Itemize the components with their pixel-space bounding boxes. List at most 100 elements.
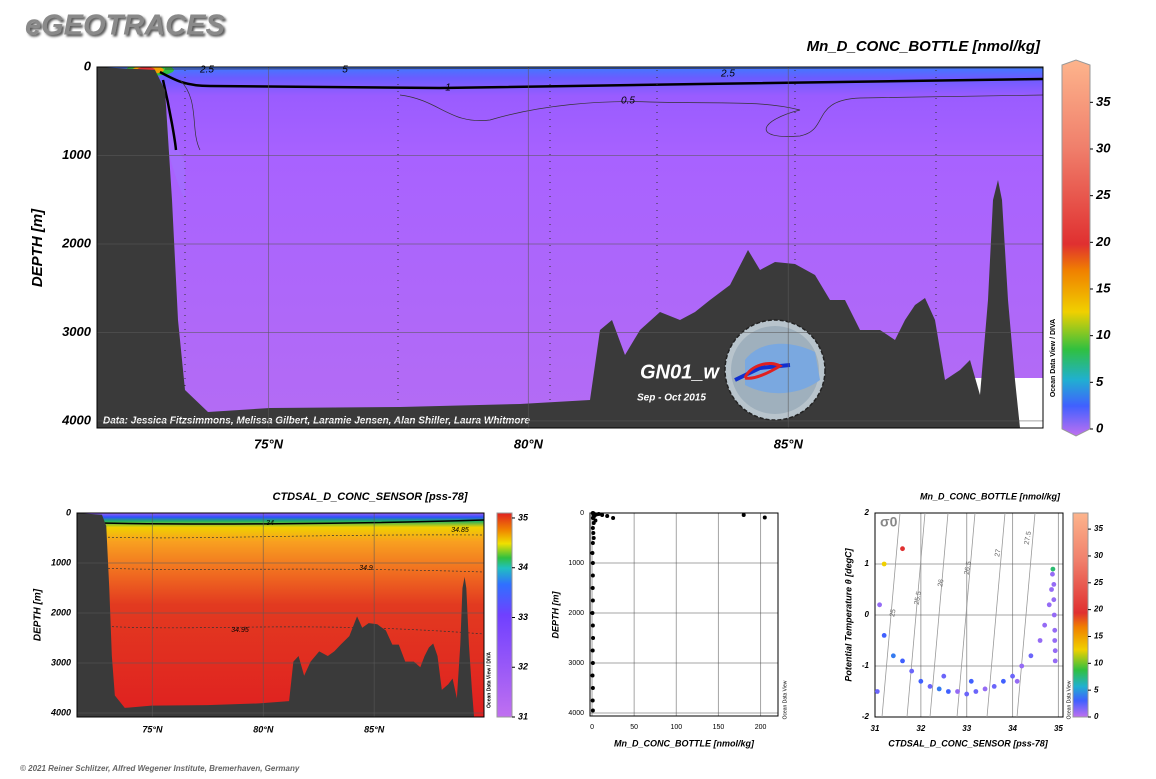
contour-label: 34.85 — [451, 527, 469, 534]
x-tick-label: 50 — [630, 724, 638, 731]
colorbar-tick-label: 15 — [1096, 280, 1111, 295]
side-note: Ocean Data View — [1066, 680, 1072, 719]
colorbar-tick-label: 35 — [1094, 524, 1103, 533]
colorbar-tick-label: 31 — [518, 711, 528, 721]
data-point — [590, 573, 595, 578]
plot-frame — [76, 512, 485, 718]
data-point — [941, 673, 947, 679]
data-point — [741, 513, 746, 517]
contour-line — [164, 67, 1043, 70]
contour-label: 34.9 — [359, 565, 373, 572]
data-point — [1050, 571, 1055, 577]
data-point — [900, 658, 905, 664]
data-point — [590, 623, 595, 628]
y-tick-label: 2000 — [61, 235, 92, 250]
isopycnal-line — [906, 512, 926, 718]
cruise-dates: Sep - Oct 2015 — [637, 393, 706, 404]
contour-label: 34 — [266, 520, 274, 527]
y-tick-label: 0 — [66, 507, 71, 517]
data-point — [590, 661, 595, 665]
isopycnal-label: 27 — [994, 549, 1002, 558]
data-point — [881, 633, 887, 638]
data-point — [955, 689, 960, 694]
isopycnal-label: 26 — [937, 579, 945, 588]
data-point — [1042, 622, 1048, 628]
data-point — [590, 698, 595, 703]
plot-frame — [589, 512, 779, 717]
isopycnal-label: 27.5 — [1024, 531, 1033, 546]
data-point — [1019, 663, 1025, 669]
isopycnal-symbol: σ0 — [880, 514, 898, 530]
station-lines — [184, 70, 937, 400]
data-point — [877, 602, 882, 608]
data-point — [991, 684, 997, 689]
colorbar-tick-label: 33 — [518, 612, 528, 622]
data-point — [1051, 597, 1057, 603]
y-tick-label: 4000 — [61, 412, 92, 427]
contour-line — [159, 70, 1043, 90]
x-axis-label: CTDSAL_D_CONC_SENSOR [pss-78] — [888, 738, 1049, 748]
colorbar-tick-label: 15 — [1094, 632, 1103, 641]
data-point — [590, 551, 595, 555]
data-point — [982, 686, 988, 692]
y-tick-label: -2 — [862, 712, 870, 721]
x-tick-label: 80°N — [253, 724, 274, 734]
data-point — [590, 686, 595, 690]
app-title: eGEOTRACES — [25, 10, 225, 42]
y-tick-label: 1000 — [568, 560, 584, 567]
x-tick-label: 75°N — [142, 724, 163, 734]
data-point — [1028, 653, 1034, 659]
y-axis-label: Potential Temperature θ [degC] — [843, 547, 853, 681]
data-point — [1014, 678, 1020, 684]
plot-area — [590, 513, 778, 716]
x-tick-label: 85°N — [364, 724, 385, 734]
colorbar — [1072, 512, 1089, 718]
colorbar-tick-label: 0 — [1094, 712, 1099, 721]
data-point — [964, 691, 970, 697]
data-point — [590, 673, 595, 678]
y-tick-label: 0 — [84, 58, 92, 73]
x-tick-label: 85°N — [774, 436, 804, 451]
isopycnal-line — [929, 512, 949, 718]
y-tick-label: 2000 — [568, 610, 584, 617]
data-point — [591, 521, 596, 525]
x-tick-label: 33 — [962, 724, 971, 733]
y-tick-label: 1 — [865, 559, 870, 568]
colorbar-tick-label: 35 — [518, 512, 529, 522]
data-point — [900, 546, 905, 552]
contour-line — [161, 79, 178, 151]
colorbar-tick-label: 34 — [518, 562, 528, 572]
chart-title: Mn_D_CONC_BOTTLE [nmol/kg] — [807, 38, 1041, 55]
data-point — [968, 678, 974, 684]
colorbar — [1061, 59, 1091, 437]
colorbar-tick-label: 0 — [1096, 420, 1104, 435]
data-point — [1052, 658, 1058, 664]
colorbar-tick-label: 25 — [1093, 578, 1103, 587]
contour-label: 34.95 — [231, 627, 249, 634]
x-tick-label: 80°N — [514, 436, 544, 451]
data-point — [1052, 627, 1058, 633]
y-tick-label: 1000 — [62, 147, 92, 162]
inset-map — [724, 319, 826, 421]
y-axis-label: DEPTH [m] — [29, 208, 46, 287]
plot-frame — [96, 66, 1044, 429]
data-point — [1052, 648, 1058, 654]
y-tick-label: 0 — [580, 510, 584, 517]
data-point — [1046, 602, 1052, 608]
isopycnal-line — [1016, 512, 1036, 718]
y-axis-label: DEPTH [m] — [33, 588, 44, 641]
x-tick-label: 100 — [670, 724, 682, 731]
y-tick-label: 0 — [865, 610, 870, 619]
x-tick-label: 75°N — [254, 436, 284, 451]
data-point — [590, 586, 595, 590]
data-point — [918, 678, 924, 684]
y-tick-label: 4000 — [50, 707, 71, 717]
contour-line — [99, 519, 484, 525]
isopycnal-line — [881, 512, 901, 718]
x-tick-label: 200 — [755, 724, 767, 731]
y-tick-label: 2000 — [50, 607, 71, 617]
sal-section-field — [77, 513, 484, 717]
contour-line — [99, 534, 484, 635]
